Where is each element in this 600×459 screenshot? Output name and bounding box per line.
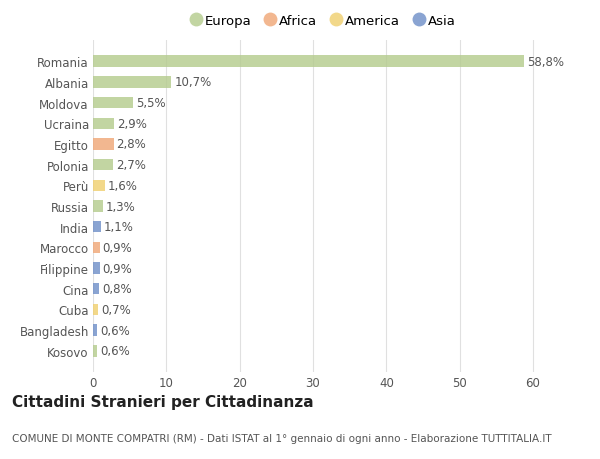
Text: 58,8%: 58,8% <box>527 56 564 68</box>
Bar <box>93 242 100 253</box>
Text: 0,9%: 0,9% <box>103 241 132 254</box>
Text: COMUNE DI MONTE COMPATRI (RM) - Dati ISTAT al 1° gennaio di ogni anno - Elaboraz: COMUNE DI MONTE COMPATRI (RM) - Dati IST… <box>12 433 551 442</box>
Bar <box>93 346 97 357</box>
Legend: Europa, Africa, America, Asia: Europa, Africa, America, Asia <box>193 15 455 28</box>
Bar <box>93 180 105 191</box>
Bar <box>93 118 114 129</box>
Bar <box>93 201 103 212</box>
Text: 1,6%: 1,6% <box>107 179 137 192</box>
Text: 5,5%: 5,5% <box>136 97 166 110</box>
Text: 0,9%: 0,9% <box>103 262 132 275</box>
Text: 1,3%: 1,3% <box>106 200 135 213</box>
Text: 0,6%: 0,6% <box>100 324 130 337</box>
Text: 2,9%: 2,9% <box>117 118 147 130</box>
Text: 2,7%: 2,7% <box>116 159 146 172</box>
Text: 2,8%: 2,8% <box>116 138 146 151</box>
Bar <box>93 98 133 109</box>
Text: 0,7%: 0,7% <box>101 303 131 316</box>
Text: 1,1%: 1,1% <box>104 221 134 234</box>
Bar <box>93 139 113 150</box>
Bar <box>93 160 113 171</box>
Text: 10,7%: 10,7% <box>175 76 212 89</box>
Bar <box>93 222 101 233</box>
Text: 0,8%: 0,8% <box>102 283 131 296</box>
Bar <box>93 263 100 274</box>
Bar <box>93 56 524 67</box>
Text: Cittadini Stranieri per Cittadinanza: Cittadini Stranieri per Cittadinanza <box>12 394 314 409</box>
Text: 0,6%: 0,6% <box>100 345 130 358</box>
Bar <box>93 77 172 88</box>
Bar <box>93 284 99 295</box>
Bar <box>93 304 98 315</box>
Bar <box>93 325 97 336</box>
